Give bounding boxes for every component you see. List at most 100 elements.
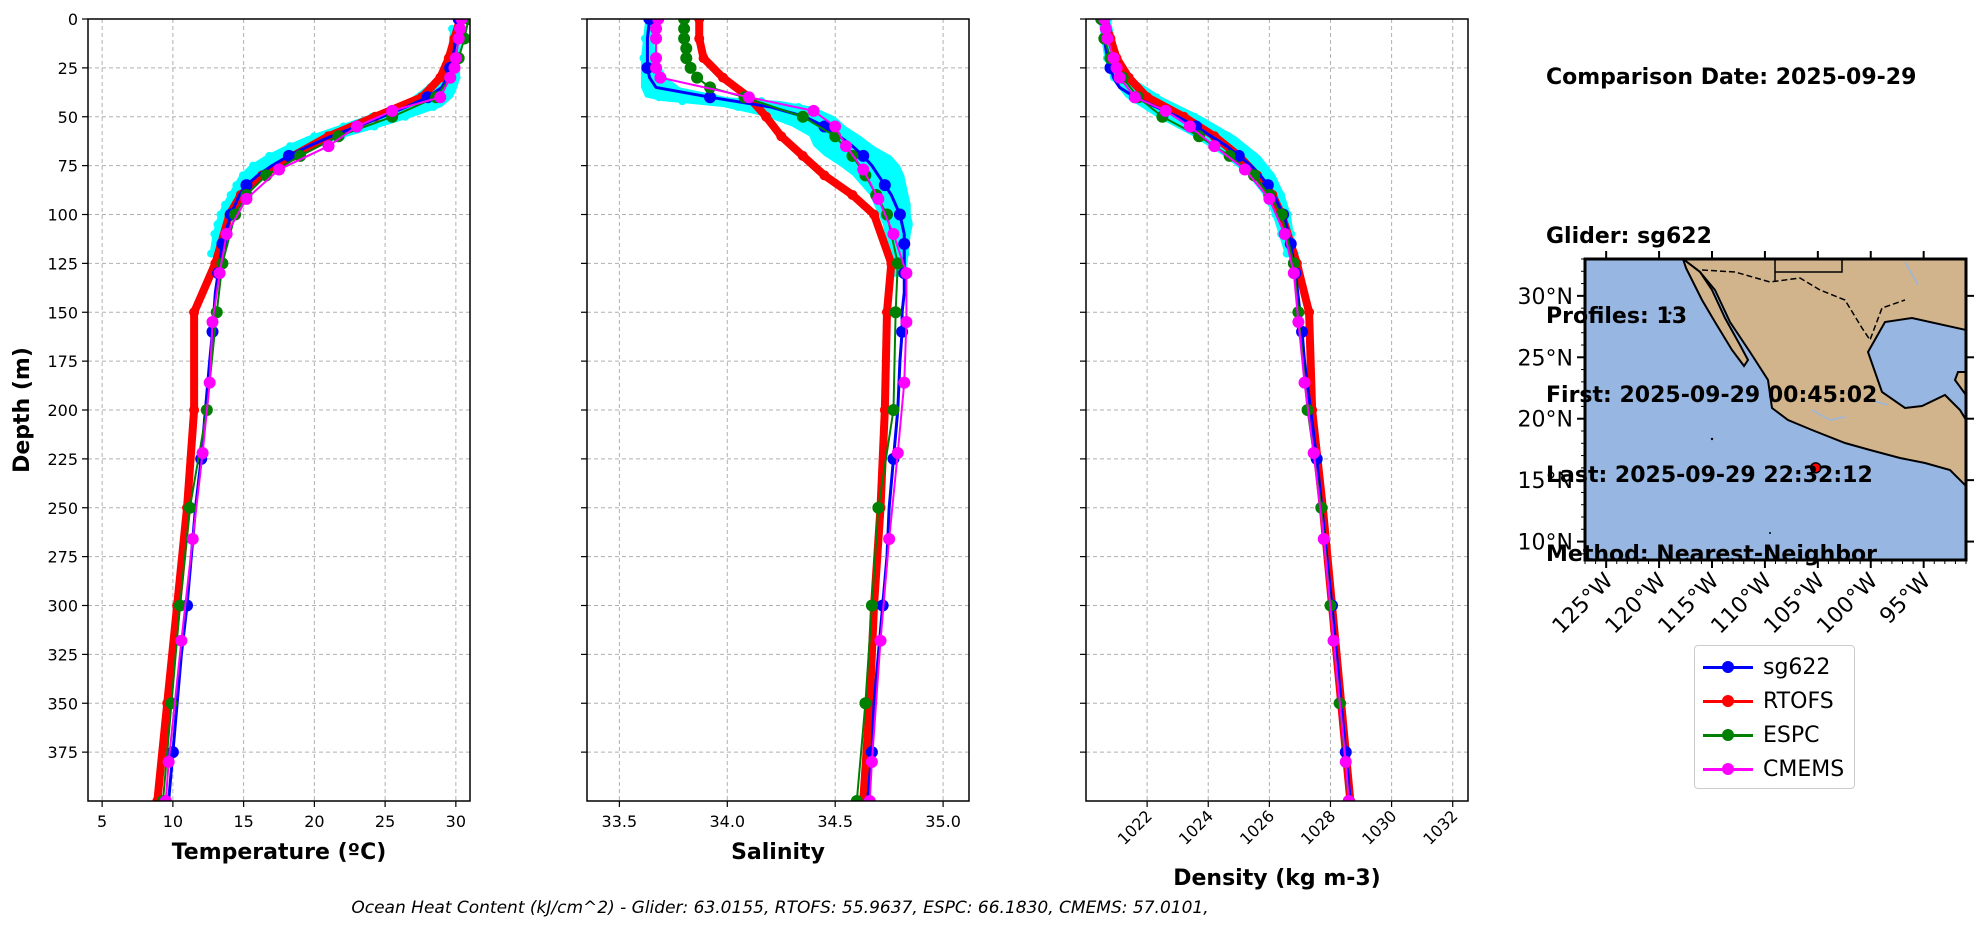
data-point-cmems bbox=[1307, 447, 1320, 460]
data-point-cmems bbox=[1292, 316, 1305, 329]
y-tick-label: 275 bbox=[47, 548, 78, 567]
data-point-espc bbox=[678, 19, 691, 25]
x-tick-label: 1028 bbox=[1297, 806, 1339, 848]
y-tick-label: 325 bbox=[47, 645, 78, 664]
data-point-cmems bbox=[1110, 61, 1123, 74]
glider-cloud-point bbox=[891, 171, 900, 180]
data-point-cmems bbox=[273, 163, 285, 176]
data-point-rtofs bbox=[694, 19, 705, 24]
glider-cloud-point bbox=[819, 142, 828, 151]
data-point-espc bbox=[684, 61, 697, 74]
data-point-espc bbox=[859, 697, 872, 710]
glider-cloud-point bbox=[903, 220, 912, 229]
x-tick-label: 34.5 bbox=[817, 812, 853, 831]
data-point-cmems bbox=[1263, 192, 1276, 205]
x-axis-label: Density (kg m-3) bbox=[1173, 866, 1381, 891]
legend-item-cmems: CMEMS bbox=[1703, 754, 1844, 784]
data-point-cmems bbox=[839, 140, 852, 153]
spacer bbox=[1546, 145, 1916, 172]
data-point-espc bbox=[887, 404, 900, 416]
glider-cloud-point bbox=[831, 151, 840, 160]
y-tick-label: 375 bbox=[47, 743, 78, 762]
y-tick-label: 0 bbox=[68, 10, 78, 29]
legend-label: RTOFS bbox=[1763, 688, 1834, 714]
y-tick-label: 300 bbox=[47, 597, 78, 616]
data-point-cmems bbox=[1101, 32, 1114, 45]
data-point-cmems bbox=[1278, 228, 1291, 241]
glider-cloud-point bbox=[773, 112, 782, 121]
data-point-cmems bbox=[206, 316, 219, 329]
y-tick-label: 175 bbox=[47, 352, 78, 371]
glider-cloud-point bbox=[845, 161, 854, 170]
x-axis-label: Temperature (ºC) bbox=[172, 840, 387, 865]
legend-item-espc: ESPC bbox=[1703, 720, 1820, 750]
x-tick-label: 10 bbox=[163, 812, 183, 831]
data-point-rtofs bbox=[847, 189, 858, 200]
glider-cloud-point bbox=[256, 161, 265, 170]
map-lat-label: 20°N bbox=[1518, 408, 1573, 433]
glider-profile-cloud bbox=[640, 19, 913, 274]
map-lat-label: 15°N bbox=[1518, 469, 1573, 494]
legend-label: ESPC bbox=[1763, 722, 1820, 748]
data-point-espc bbox=[229, 208, 242, 221]
data-point-espc bbox=[678, 32, 691, 45]
x-tick-label: 30 bbox=[446, 812, 466, 831]
data-point-cmems bbox=[1099, 22, 1112, 35]
data-point-cmems bbox=[162, 755, 175, 768]
data-point-cmems bbox=[865, 755, 878, 768]
data-point-sg622 bbox=[641, 61, 654, 74]
glider-cloud-point bbox=[859, 142, 868, 151]
data-point-cmems bbox=[650, 52, 663, 65]
glider-cloud-point bbox=[265, 151, 274, 160]
density-panel: 1022 1024 1026 1028 1030 1032 Density (kg m-3) bbox=[1080, 18, 1469, 891]
legend-item-rtofs: RTOFS bbox=[1703, 686, 1834, 716]
map-yucatan bbox=[1953, 371, 1966, 397]
data-point-sg622 bbox=[893, 208, 906, 221]
data-point-cmems bbox=[654, 71, 667, 84]
data-point-cmems bbox=[434, 91, 447, 104]
depth-axis-label: Depth (m) bbox=[10, 347, 35, 473]
plot-area bbox=[1095, 19, 1356, 801]
glider-cloud-point bbox=[813, 132, 822, 141]
salinity-panel: 33.5 34.0 34.5 35.0 Salinity bbox=[581, 18, 970, 865]
y-tick-label: 200 bbox=[47, 401, 78, 420]
data-point-cmems bbox=[240, 192, 253, 205]
data-point-cmems bbox=[900, 316, 913, 329]
data-point-espc bbox=[872, 501, 885, 514]
data-point-cmems bbox=[1287, 267, 1300, 280]
y-tick-label: 350 bbox=[47, 694, 78, 713]
legend-label: CMEMS bbox=[1763, 756, 1845, 782]
data-point-cmems bbox=[742, 91, 755, 104]
data-point-sg622 bbox=[818, 120, 831, 133]
data-point-cmems bbox=[444, 71, 457, 84]
glider-location-marker bbox=[1809, 462, 1822, 474]
glider-cloud-point bbox=[245, 171, 254, 180]
glider-name: Glider: sg622 bbox=[1546, 224, 1712, 249]
glider-cloud-point bbox=[429, 102, 438, 111]
data-point-cmems bbox=[203, 376, 216, 389]
data-point-espc bbox=[796, 110, 809, 123]
x-tick-label: 5 bbox=[97, 812, 107, 831]
glider-cloud-point bbox=[1277, 190, 1286, 199]
data-point-rtofs bbox=[698, 53, 709, 64]
data-point-cmems bbox=[449, 52, 462, 65]
data-point-cmems bbox=[448, 61, 461, 74]
data-point-rtofs bbox=[879, 405, 890, 415]
data-point-cmems bbox=[807, 104, 820, 117]
glider-cloud-point bbox=[249, 161, 258, 170]
data-point-cmems bbox=[196, 447, 209, 460]
data-point-rtofs bbox=[189, 307, 200, 318]
glider-cloud-point bbox=[274, 151, 283, 160]
x-tick-label: 1024 bbox=[1175, 806, 1217, 848]
y-tick-label: 225 bbox=[47, 450, 78, 469]
data-point-cmems bbox=[1107, 52, 1120, 65]
data-point-espc bbox=[1315, 501, 1328, 514]
data-point-espc bbox=[865, 599, 878, 612]
first-profile-time: First: 2025-09-29 00:45:02 bbox=[1546, 383, 1878, 408]
data-point-espc bbox=[678, 22, 691, 35]
x-tick-label: 15 bbox=[233, 812, 253, 831]
x-tick-label: 33.5 bbox=[602, 812, 638, 831]
data-point-rtofs bbox=[761, 111, 772, 122]
glider-cloud-point bbox=[678, 97, 687, 106]
data-point-espc bbox=[704, 81, 717, 94]
